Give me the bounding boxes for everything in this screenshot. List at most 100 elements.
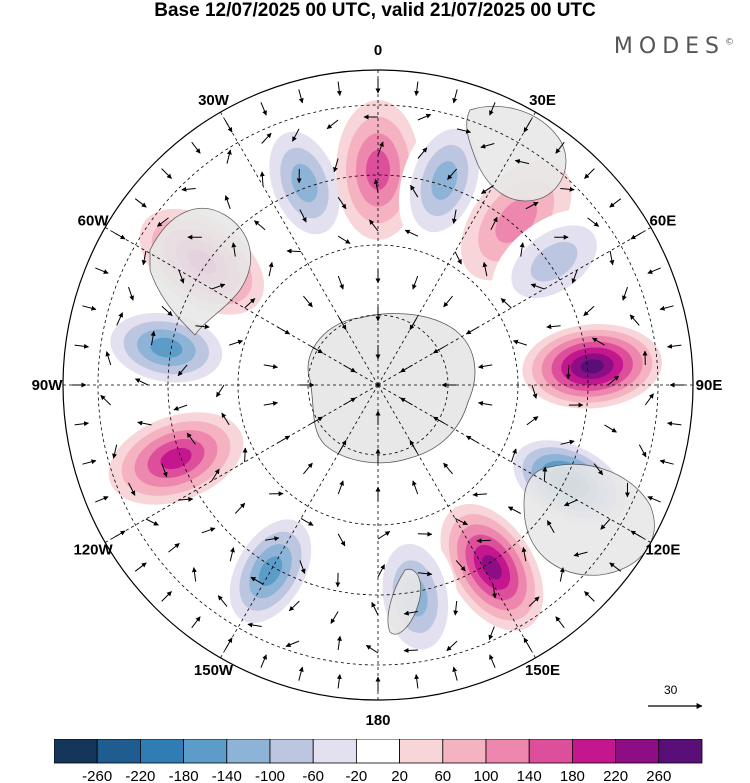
wind-vector — [417, 571, 433, 577]
wind-vector — [409, 439, 418, 453]
wind-vector — [456, 128, 472, 134]
wind-vector — [630, 530, 644, 539]
wind-vector — [263, 401, 278, 406]
wind-vector — [446, 640, 458, 652]
wind-vector — [528, 596, 540, 607]
wind-vector — [288, 600, 300, 612]
wind-vector — [229, 547, 235, 562]
wind-vector — [303, 295, 313, 308]
wind-vector — [512, 339, 527, 346]
wind-vector — [489, 102, 496, 116]
colorbar-tick-label: -260 — [82, 768, 112, 783]
wind-vector — [403, 647, 418, 653]
wind-vector — [571, 269, 578, 284]
meridian-line — [377, 111, 536, 386]
wind-vector — [417, 147, 428, 159]
colorbar-swatch — [54, 739, 98, 764]
wind-vector — [211, 283, 226, 290]
longitude-label: 120E — [645, 542, 680, 559]
colorbar: -260 -220 -180 -140 -100 -60 -20 20 60 100 140 180 2… — [54, 739, 703, 783]
wind-vector — [265, 536, 280, 542]
wind-vector — [178, 269, 185, 284]
wind-vector — [191, 567, 197, 582]
wind-vector — [112, 444, 118, 459]
wind-vector — [455, 560, 466, 572]
wind-vector — [542, 466, 548, 482]
meridian-line — [220, 384, 379, 658]
wind-vector — [215, 384, 225, 398]
wind-vector — [161, 168, 172, 179]
wind-vector — [452, 666, 458, 681]
wind-vector — [298, 666, 304, 681]
wind-vector — [452, 89, 458, 104]
wind-vector — [116, 312, 123, 326]
anomaly-cell — [108, 412, 244, 505]
modes-logo: MODES© — [614, 34, 734, 59]
colorbar-tick-label: 60 — [434, 768, 451, 783]
meridian-line — [220, 111, 379, 386]
map-title: Base 12/07/2025 00 UTC, valid 21/07/2025… — [154, 0, 596, 21]
colorbar-tick-label: -140 — [212, 768, 242, 783]
anomaly-contour — [258, 556, 283, 587]
colorbar-labels: -260 -220 -180 -140 -100 -60 -20 20 60 100 140 180 2… — [82, 768, 671, 783]
wind-vector — [531, 384, 538, 399]
wind-vector — [371, 601, 379, 616]
wind-vector — [478, 401, 493, 406]
wind-vector — [195, 324, 210, 330]
wind-vector — [247, 622, 262, 628]
wind-vector — [333, 158, 339, 173]
wind-vector — [514, 159, 530, 165]
colorbar-swatch — [442, 739, 487, 764]
south-america-land — [149, 208, 251, 336]
longitude-label: 90E — [696, 377, 723, 394]
wind-vector — [224, 637, 233, 651]
wind-vector — [338, 439, 347, 453]
anomaly-contour — [291, 163, 318, 203]
wind-vector — [134, 378, 149, 386]
wind-vector — [191, 141, 201, 154]
wind-vector — [145, 518, 159, 526]
colorbar-swatch — [183, 739, 228, 764]
wind-vector — [546, 520, 555, 534]
wind-vector — [150, 330, 156, 346]
colorbar-swatch — [140, 739, 185, 764]
wind-vector — [507, 506, 521, 514]
anomaly-cell — [522, 324, 663, 409]
wind-vector — [443, 462, 453, 475]
wind-vector — [454, 517, 468, 526]
colorbar-swatch — [399, 739, 444, 764]
wind-vector — [377, 564, 385, 578]
wind-vector — [667, 421, 682, 427]
wind-vector — [310, 416, 324, 425]
colorbar-tick-label: -60 — [302, 768, 324, 783]
wind-vector — [609, 198, 622, 208]
wind-vector — [201, 527, 216, 534]
wind-vector — [480, 143, 495, 149]
wind-vector — [404, 229, 419, 237]
wind-vector — [263, 364, 278, 369]
wind-vector — [128, 482, 136, 496]
wind-vector — [224, 195, 231, 209]
wind-vector — [134, 198, 147, 208]
colorbar-swatch — [572, 739, 617, 764]
longitude-label: 60W — [78, 213, 110, 230]
anomaly-cell — [220, 507, 321, 636]
colorbar-swatch — [528, 739, 573, 764]
wind-vector — [490, 216, 498, 230]
wind-vector — [644, 393, 654, 406]
wind-vector — [523, 119, 532, 133]
wind-vector — [338, 317, 347, 331]
longitude-label: 120W — [74, 542, 114, 559]
longitude-label: 30W — [198, 92, 230, 109]
wind-vector — [310, 345, 324, 354]
wind-vector — [609, 250, 615, 266]
longitude-label: 180 — [365, 712, 390, 729]
wind-vector — [337, 196, 347, 210]
meridian-line — [377, 384, 536, 658]
wind-vector — [250, 576, 264, 585]
colorbar-swatch — [269, 739, 314, 764]
colorbar-tick-label: 100 — [473, 768, 498, 783]
wind-vector — [369, 219, 379, 232]
wind-vector — [173, 404, 188, 411]
